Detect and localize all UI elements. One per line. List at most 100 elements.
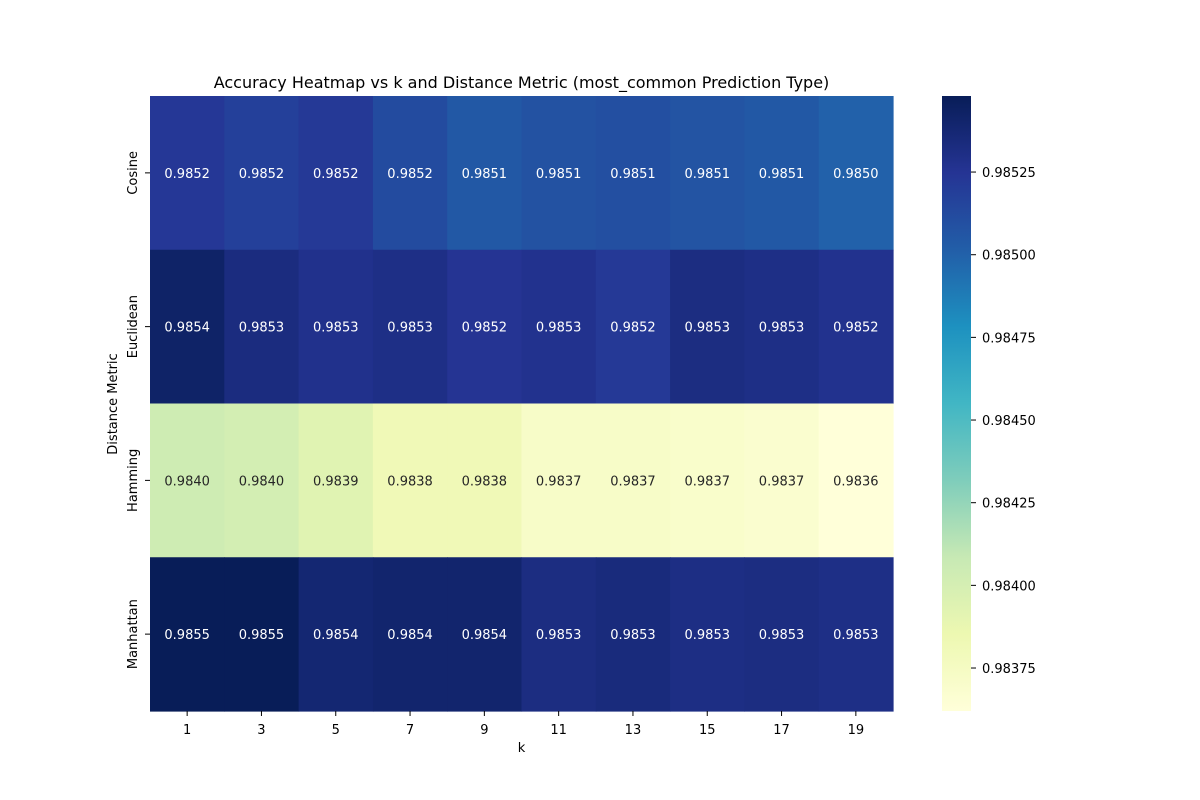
cell-value-label: 0.9840: [239, 474, 285, 489]
y-tick-label: Cosine: [126, 151, 141, 195]
colorbar-tick-label: 0.98425: [982, 497, 1036, 512]
heatmap-cell: [521, 96, 597, 251]
cell-value-label: 0.9837: [685, 474, 731, 489]
cell-value-label: 0.9853: [685, 321, 731, 336]
heatmap-cell: [670, 249, 745, 405]
x-axis: 1 3 5 7 9 11 13 15 17 19: [183, 711, 864, 738]
x-axis-label: k: [518, 741, 526, 756]
chart-title: Accuracy Heatmap vs k and Distance Metri…: [214, 73, 830, 93]
heatmap-cell: [818, 403, 894, 558]
y-axis-label: Distance Metric: [106, 353, 121, 454]
colorbar-tick-label: 0.98525: [982, 166, 1036, 181]
colorbar-tick-label: 0.98375: [982, 662, 1036, 677]
x-tick-label: 1: [183, 723, 191, 738]
x-tick-label: 3: [257, 723, 265, 738]
colorbar-gradient: [942, 96, 971, 711]
colorbar-tick-label: 0.98400: [982, 579, 1036, 594]
cell-value-label: 0.9853: [759, 321, 805, 336]
cell-value-label: 0.9851: [536, 167, 582, 182]
heatmap-cell: [150, 557, 225, 712]
cell-value-label: 0.9852: [610, 321, 656, 336]
heatmap-cell: [595, 96, 671, 251]
heatmap-cell: [670, 557, 745, 712]
heatmap-cell: [372, 557, 448, 712]
colorbar-tick-label: 0.98475: [982, 331, 1036, 346]
heatmap-cell: [744, 96, 820, 251]
cell-value-label: 0.9852: [239, 167, 285, 182]
cell-value-label: 0.9853: [313, 321, 359, 336]
heatmap-cell: [744, 249, 820, 405]
heatmap-cell: [298, 557, 374, 712]
cell-value-label: 0.9854: [313, 628, 359, 643]
x-tick-label: 5: [332, 723, 340, 738]
x-tick-label: 13: [625, 723, 642, 738]
colorbar-tick-label: 0.98450: [982, 414, 1036, 429]
x-tick-label: 17: [773, 723, 790, 738]
heatmap-cell: [595, 249, 671, 405]
cell-value-label: 0.9851: [610, 167, 656, 182]
heatmap-cell: [595, 403, 671, 558]
heatmap-cell: [447, 96, 523, 251]
heatmap-cell: [744, 557, 820, 712]
heatmap-cell: [447, 249, 523, 405]
heatmap-cells: 0.9852 0.9852 0.9852 0.9852 0.9851 0.9851 0.98…: [150, 96, 894, 712]
heatmap-cell: [224, 403, 300, 558]
heatmap-cell: [298, 96, 374, 251]
cell-value-label: 0.9855: [164, 628, 210, 643]
x-tick-label: 15: [699, 723, 716, 738]
x-tick-label: 7: [406, 723, 414, 738]
heatmap-cell: [670, 96, 745, 251]
heatmap-cell: [150, 249, 225, 405]
heatmap-cell: [744, 403, 820, 558]
heatmap-cell: [521, 403, 597, 558]
cell-value-label: 0.9851: [759, 167, 805, 182]
cell-value-label: 0.9853: [610, 628, 656, 643]
cell-value-label: 0.9837: [536, 474, 582, 489]
cell-value-label: 0.9854: [462, 628, 508, 643]
cell-value-label: 0.9839: [313, 474, 359, 489]
cell-value-label: 0.9852: [313, 167, 359, 182]
colorbar-tick-label: 0.98500: [982, 249, 1036, 264]
colorbar: 0.98375 0.98400 0.98425 0.98450 0.98475 0.985…: [942, 96, 1036, 711]
cell-value-label: 0.9853: [387, 321, 433, 336]
cell-value-label: 0.9853: [536, 628, 582, 643]
cell-value-label: 0.9837: [759, 474, 805, 489]
cell-value-label: 0.9850: [833, 167, 879, 182]
cell-value-label: 0.9854: [387, 628, 433, 643]
x-tick-label: 19: [848, 723, 865, 738]
heatmap-cell: [818, 96, 894, 251]
heatmap-cell: [447, 403, 523, 558]
heatmap-cell: [298, 249, 374, 405]
heatmap-cell: [670, 403, 745, 558]
y-tick-label: Manhattan: [126, 599, 141, 669]
cell-value-label: 0.9836: [833, 474, 879, 489]
cell-value-label: 0.9852: [164, 167, 210, 182]
heatmap-cell: [372, 249, 448, 405]
heatmap-cell: [298, 403, 374, 558]
cell-value-label: 0.9838: [462, 474, 508, 489]
cell-value-label: 0.9853: [833, 628, 879, 643]
x-tick-label: 9: [480, 723, 488, 738]
heatmap-cell: [150, 96, 225, 251]
heatmap-cell: [521, 249, 597, 405]
cell-value-label: 0.9853: [239, 321, 285, 336]
cell-value-label: 0.9840: [164, 474, 210, 489]
heatmap-cell: [224, 249, 300, 405]
cell-value-label: 0.9852: [833, 321, 879, 336]
cell-value-label: 0.9837: [610, 474, 656, 489]
heatmap-cell: [224, 96, 300, 251]
heatmap-cell: [150, 403, 225, 558]
y-tick-label: Euclidean: [126, 295, 141, 358]
heatmap-cell: [818, 249, 894, 405]
y-axis: Cosine Euclidean Hamming Manhattan: [126, 151, 150, 669]
cell-value-label: 0.9851: [685, 167, 731, 182]
cell-value-label: 0.9855: [239, 628, 285, 643]
cell-value-label: 0.9852: [387, 167, 433, 182]
heatmap-cell: [372, 403, 448, 558]
heatmap-cell: [595, 557, 671, 712]
cell-value-label: 0.9853: [685, 628, 731, 643]
x-tick-label: 11: [550, 723, 567, 738]
heatmap-cell: [224, 557, 300, 712]
y-tick-label: Hamming: [126, 449, 141, 512]
